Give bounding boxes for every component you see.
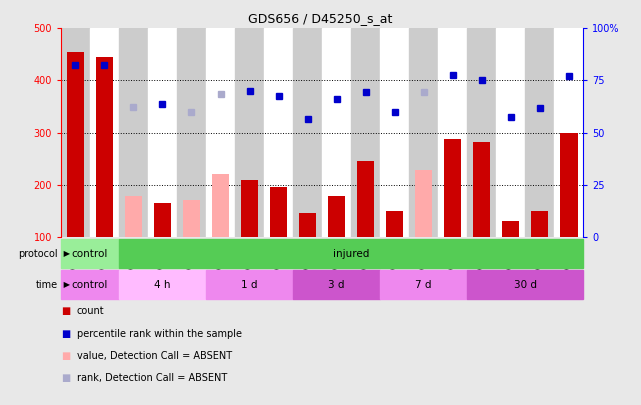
Bar (531, 211, 549, 237)
Bar (560, 132, 578, 237)
Text: ■: ■ (61, 329, 70, 339)
Bar (119, 270, 206, 299)
Bar (293, 28, 322, 237)
Bar (351, 28, 380, 237)
Bar (235, 28, 264, 237)
Bar (386, 211, 403, 237)
Text: injured: injured (333, 249, 369, 258)
Text: ▶: ▶ (61, 280, 70, 289)
Bar (415, 170, 433, 237)
Bar (206, 28, 235, 237)
Text: 4 h: 4 h (154, 280, 171, 290)
Bar (380, 28, 409, 237)
Bar (444, 139, 462, 237)
Bar (96, 57, 113, 237)
Bar (554, 28, 583, 237)
Bar (67, 52, 84, 237)
Text: count: count (77, 307, 104, 316)
Bar (90, 28, 119, 237)
Bar (61, 28, 90, 237)
Bar (409, 28, 438, 237)
Text: protocol: protocol (18, 249, 58, 258)
Text: percentile rank within the sample: percentile rank within the sample (77, 329, 242, 339)
Bar (293, 270, 380, 299)
Bar (380, 270, 467, 299)
Bar (496, 28, 525, 237)
Bar (328, 196, 345, 237)
Bar (183, 200, 200, 237)
Text: 1 d: 1 d (241, 280, 258, 290)
Bar (438, 28, 467, 237)
Bar (212, 174, 229, 237)
Text: time: time (35, 280, 58, 290)
Bar (264, 28, 293, 237)
Bar (299, 213, 316, 237)
Bar (154, 203, 171, 237)
Bar (177, 28, 206, 237)
Bar (502, 221, 519, 237)
Bar (473, 141, 490, 237)
Bar (270, 188, 287, 237)
Bar (467, 28, 496, 237)
Bar (61, 239, 119, 268)
Bar (206, 270, 293, 299)
Bar (119, 239, 583, 268)
Bar (357, 161, 374, 237)
Text: ■: ■ (61, 307, 70, 316)
Bar (148, 28, 177, 237)
Bar (525, 28, 554, 237)
Bar (322, 28, 351, 237)
Text: control: control (72, 249, 108, 258)
Bar (467, 270, 583, 299)
Text: rank, Detection Call = ABSENT: rank, Detection Call = ABSENT (77, 373, 227, 383)
Bar (241, 179, 258, 237)
Bar (125, 196, 142, 237)
Text: 30 d: 30 d (514, 280, 537, 290)
Bar (61, 270, 119, 299)
Text: 7 d: 7 d (415, 280, 432, 290)
Text: 3 d: 3 d (328, 280, 345, 290)
Text: ■: ■ (61, 373, 70, 383)
Text: value, Detection Call = ABSENT: value, Detection Call = ABSENT (77, 351, 232, 361)
Bar (119, 28, 148, 237)
Text: control: control (72, 280, 108, 290)
Text: ▶: ▶ (61, 249, 70, 258)
Text: GDS656 / D45250_s_at: GDS656 / D45250_s_at (248, 12, 393, 25)
Text: ■: ■ (61, 351, 70, 361)
